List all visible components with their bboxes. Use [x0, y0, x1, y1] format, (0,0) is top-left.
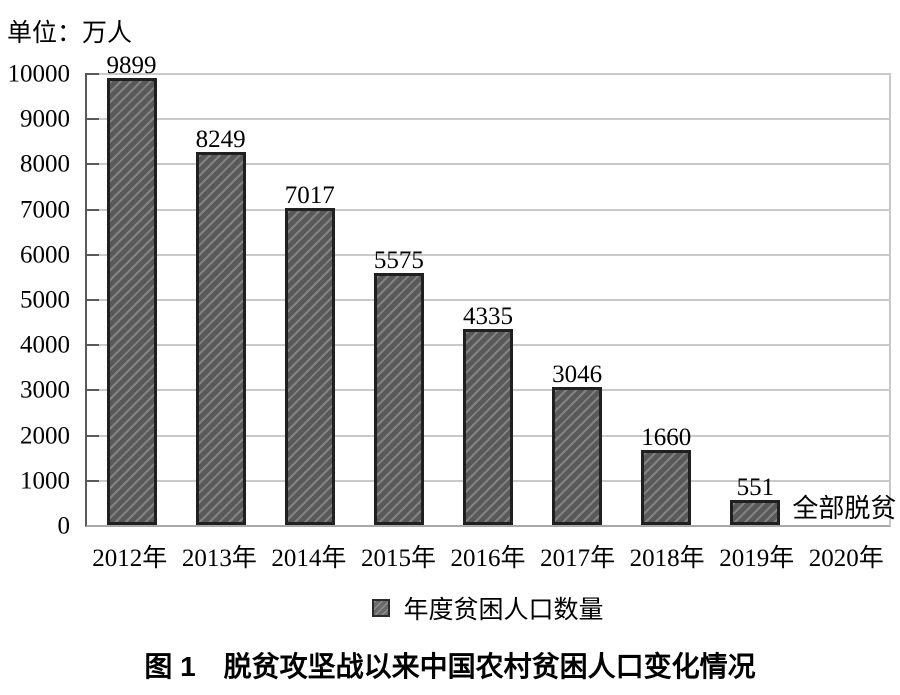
x-axis-label: 2013年	[181, 545, 257, 572]
x-axis-label: 2017年	[540, 545, 616, 572]
bar-value-label: 5575	[373, 246, 424, 274]
bar: 551	[730, 474, 781, 525]
y-axis-label: 10000	[7, 60, 71, 88]
y-gridline	[87, 163, 889, 166]
bar-slot: 1660	[622, 73, 711, 525]
bar-slot: 7017	[265, 73, 354, 525]
y-axis-tick	[87, 253, 99, 256]
x-axis-label: 2016年	[450, 545, 526, 572]
y-axis-label: 5000	[20, 286, 70, 314]
y-axis-label: 2000	[20, 422, 70, 450]
y-axis-label: 6000	[20, 241, 70, 269]
legend: 年度贫困人口数量	[85, 590, 891, 626]
y-axis-tick	[87, 118, 99, 121]
bar-value-label: 8249	[195, 125, 246, 153]
x-axis-label: 2015年	[360, 545, 436, 572]
figure-caption: 图 1 脱贫攻坚战以来中国农村贫困人口变化情况	[144, 651, 756, 682]
x-axis-label: 2020年	[808, 545, 884, 572]
bar: 4335	[462, 303, 513, 525]
y-axis-tick	[87, 434, 99, 437]
y-gridline	[87, 299, 889, 301]
y-axis-tick	[87, 344, 99, 347]
legend-hatched-square-icon	[372, 599, 391, 617]
y-gridline	[87, 253, 889, 256]
y-axis-tick	[87, 163, 99, 166]
y-gridline	[87, 118, 889, 121]
y-gridline	[87, 208, 889, 211]
bar: 1660	[641, 424, 692, 525]
legend-label: 年度贫困人口数量	[403, 597, 604, 624]
bar-slot: 551	[711, 73, 800, 525]
x-axis-labels: 2012年 2013年 2014年 2015年 2016年 2017年 2018年 2019年…	[85, 538, 891, 574]
y-axis-tick	[87, 479, 99, 482]
y-gridline	[87, 73, 889, 75]
bar-slot: 全部脱贫	[792, 73, 896, 525]
x-axis-label: 2018年	[629, 545, 705, 572]
bar: 5575	[373, 247, 424, 525]
bar-value-label: 3046	[552, 360, 603, 388]
bar-value-label: 551	[736, 473, 775, 501]
y-axis-label: 9000	[20, 105, 70, 133]
bar-slot: 8249	[176, 73, 265, 525]
bar-slot: 5575	[354, 73, 443, 525]
y-axis-tick	[87, 208, 99, 211]
bar: 3046	[552, 361, 603, 525]
bar-value-label: 4335	[462, 302, 513, 330]
bar-slot: 3046	[533, 73, 622, 525]
y-axis-label: 0	[57, 512, 71, 540]
x-axis-label: 2019年	[719, 545, 795, 572]
bar-slot: 9899	[87, 52, 176, 525]
bar: 7017	[284, 182, 335, 525]
y-axis-label: 3000	[20, 376, 70, 404]
y-axis-unit-label: 单位：万人	[7, 20, 133, 47]
poverty-eliminated-note: 全部脱贫	[792, 494, 897, 523]
bar-value-label: 7017	[284, 181, 335, 209]
bar: 8249	[195, 126, 246, 525]
y-axis-label: 8000	[20, 150, 70, 178]
bar: 9899	[106, 52, 157, 525]
y-axis-tick	[87, 389, 99, 392]
x-axis-label: 2014年	[271, 545, 347, 572]
plot-area: 9899 8249 7017 5575 4335 3046 1660 551 全部脱贫	[85, 52, 896, 527]
y-axis-label: 1000	[20, 467, 70, 495]
y-axis-label: 4000	[20, 331, 70, 359]
x-axis-label: 2012年	[92, 545, 168, 572]
bar-value-label: 9899	[106, 51, 157, 79]
bar-value-label: 1660	[641, 423, 692, 451]
y-axis-label: 7000	[20, 196, 70, 224]
bar-slots: 9899 8249 7017 5575 4335 3046 1660 551 全部脱贫	[87, 52, 896, 525]
y-axis-tick	[87, 299, 99, 301]
y-axis-tick	[87, 73, 99, 75]
bar-slot: 4335	[443, 73, 532, 525]
